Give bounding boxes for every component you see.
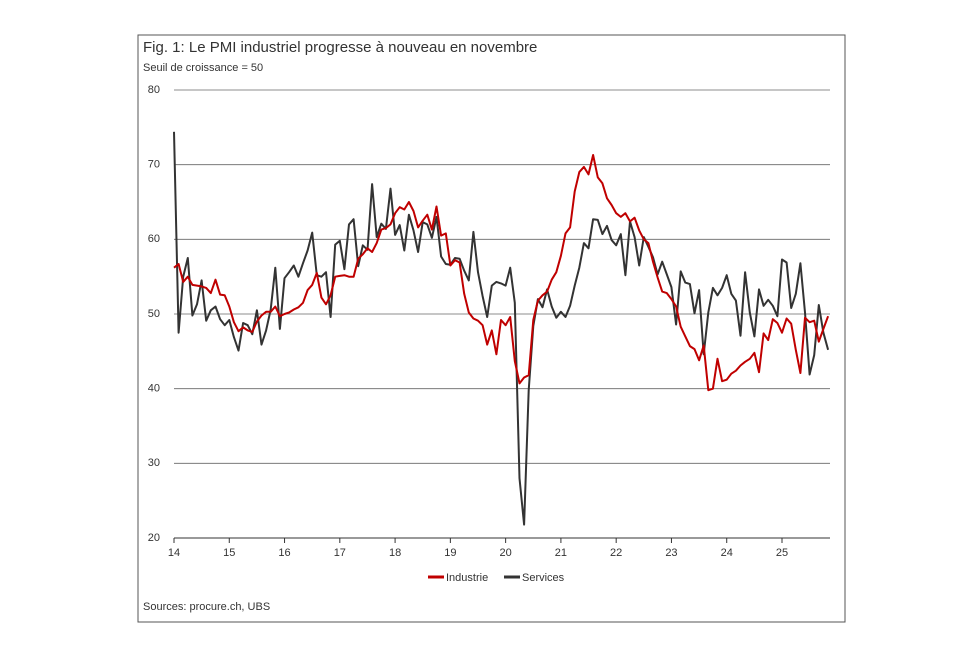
x-tick-label: 15 xyxy=(223,547,235,559)
y-tick-label: 50 xyxy=(148,308,160,320)
y-tick-label: 20 xyxy=(148,532,160,544)
legend-label: Industrie xyxy=(446,572,488,584)
y-tick-label: 80 xyxy=(148,84,160,96)
x-tick-label: 22 xyxy=(610,547,622,559)
chart-subtitle: Seuil de croissance = 50 xyxy=(143,62,263,74)
x-tick-label: 18 xyxy=(389,547,401,559)
x-tick-label: 19 xyxy=(444,547,456,559)
x-tick-label: 25 xyxy=(776,547,788,559)
x-tick-label: 21 xyxy=(555,547,567,559)
x-tick-label: 17 xyxy=(334,547,346,559)
y-tick-label: 30 xyxy=(148,457,160,469)
x-tick-label: 16 xyxy=(278,547,290,559)
x-tick-label: 14 xyxy=(168,547,180,559)
y-tick-label: 60 xyxy=(148,233,160,245)
x-tick-label: 20 xyxy=(500,547,512,559)
legend-label: Services xyxy=(522,572,565,584)
chart-title: Fig. 1: Le PMI industriel progresse à no… xyxy=(143,39,537,56)
frame xyxy=(137,34,846,623)
y-tick-label: 70 xyxy=(148,159,160,171)
line-series xyxy=(173,131,830,526)
y-tick-label: 40 xyxy=(148,383,160,395)
line-series xyxy=(173,154,830,392)
x-tick-label: 24 xyxy=(721,547,733,559)
x-tick-label: 23 xyxy=(665,547,677,559)
source: Sources: procure.ch, UBS xyxy=(143,601,270,613)
